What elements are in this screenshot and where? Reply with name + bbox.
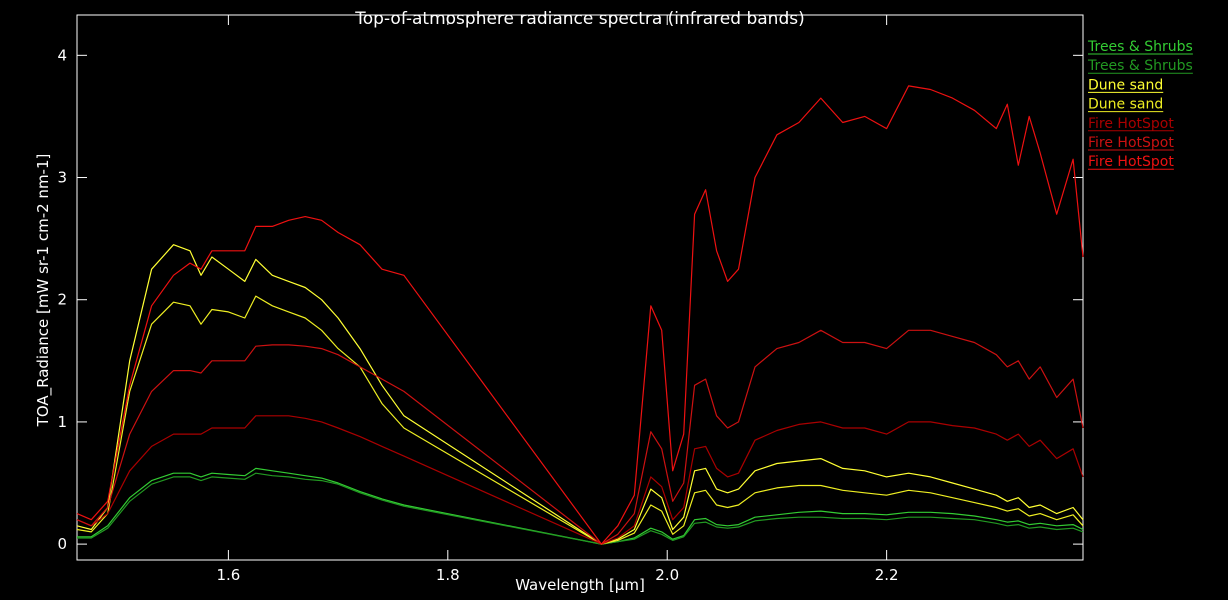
y-axis-label: TOA_Radiance [mW sr-1 cm-2 nm-1] [34,154,53,428]
legend-label: Fire HotSpot [1088,116,1174,132]
legend-label: Dune sand [1088,77,1163,93]
y-tick-label: 0 [57,535,67,553]
legend-label: Fire HotSpot [1088,135,1174,151]
x-tick-label: 1.6 [216,566,240,584]
legend-label: Fire HotSpot [1088,154,1174,170]
y-tick-label: 3 [57,169,67,187]
x-tick-label: 2.2 [875,566,899,584]
series-line [77,467,1084,545]
series-line [76,415,1084,545]
chart-title: Top-of-atmosphere radiance spectra (infr… [354,9,804,29]
legend-label: Trees & Shrubs [1087,39,1193,55]
series-line [77,472,1084,545]
series-line [76,329,1084,545]
legend-label: Dune sand [1088,97,1163,113]
series-line [76,295,1084,545]
series-line [76,85,1084,545]
y-tick-label: 4 [57,46,67,64]
series-line [76,244,1084,545]
y-tick-label: 2 [57,291,67,309]
legend-label: Trees & Shrubs [1087,58,1193,74]
x-axis-label: Wavelength [µm] [515,576,645,594]
plot-frame [76,14,1084,561]
x-tick-label: 2.0 [655,566,679,584]
x-tick-label: 1.8 [436,566,460,584]
y-tick-label: 1 [57,413,67,431]
